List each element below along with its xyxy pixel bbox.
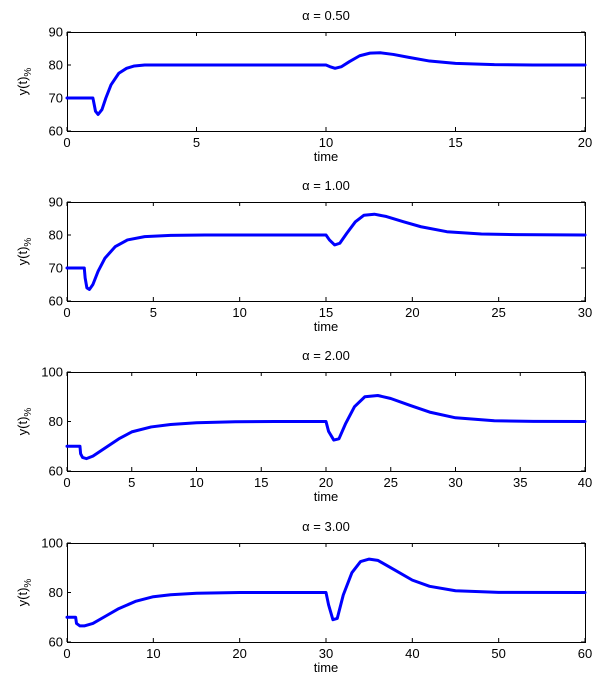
x-tick-label: 15 bbox=[254, 475, 268, 490]
x-tick-label: 15 bbox=[319, 305, 333, 320]
plot-area-frame bbox=[67, 32, 586, 132]
y-tick-label: 90 bbox=[49, 25, 63, 40]
chart-panel-1: α = 0.50 0 5 10 15 20 60 70 80 90 time y(t)% bbox=[15, 8, 592, 164]
x-tick-label: 10 bbox=[232, 305, 246, 320]
y-tick-label: 80 bbox=[49, 585, 63, 600]
chart-title: α = 0.50 bbox=[302, 8, 350, 23]
x-tick-label: 40 bbox=[405, 646, 419, 661]
y-tick-label: 80 bbox=[49, 414, 63, 429]
y-tick-label: 70 bbox=[49, 261, 63, 276]
series-line bbox=[65, 557, 587, 628]
chart-title: α = 2.00 bbox=[302, 348, 350, 363]
x-tick-label: 5 bbox=[193, 135, 200, 150]
y-tick-label: 60 bbox=[49, 124, 63, 139]
x-tick-label: 20 bbox=[578, 135, 592, 150]
y-axis-label: y(t)% bbox=[15, 579, 34, 607]
x-tick-label: 30 bbox=[448, 475, 462, 490]
x-axis-label: time bbox=[314, 660, 339, 675]
x-tick-label: 30 bbox=[319, 646, 333, 661]
x-tick-label: 5 bbox=[128, 475, 135, 490]
series-line bbox=[65, 394, 587, 461]
x-axis-label: time bbox=[314, 149, 339, 164]
x-tick-label: 30 bbox=[578, 305, 592, 320]
x-tick-label: 0 bbox=[63, 135, 70, 150]
x-tick-label: 35 bbox=[513, 475, 527, 490]
x-tick-label: 0 bbox=[63, 646, 70, 661]
x-tick-label: 10 bbox=[146, 646, 160, 661]
y-tick-label: 60 bbox=[49, 464, 63, 479]
x-tick-label: 0 bbox=[63, 305, 70, 320]
chart-panel-2: α = 1.00 0 5 10 15 20 25 30 60 70 80 90 time y(t)% bbox=[15, 178, 592, 334]
y-axis-label: y(t)% bbox=[15, 238, 34, 266]
chart-panel-4: α = 3.00 0 10 20 30 40 50 60 60 80 100 time y(t)% bbox=[15, 519, 592, 675]
series-line bbox=[65, 212, 587, 291]
x-axis-label: time bbox=[314, 489, 339, 504]
y-axis-label: y(t)% bbox=[15, 68, 34, 96]
y-tick-label: 100 bbox=[41, 365, 63, 380]
y-tick-label: 100 bbox=[41, 536, 63, 551]
y-axis-label: y(t)% bbox=[15, 408, 34, 436]
x-tick-label: 50 bbox=[491, 646, 505, 661]
x-tick-label: 5 bbox=[150, 305, 157, 320]
x-tick-label: 10 bbox=[189, 475, 203, 490]
y-tick-label: 60 bbox=[49, 635, 63, 650]
plot-area-frame bbox=[67, 202, 586, 302]
chart-panel-3: α = 2.00 0 5 10 15 20 25 30 35 40 60 80 100 time y(t)% bbox=[15, 348, 592, 504]
x-tick-label: 40 bbox=[578, 475, 592, 490]
x-tick-label: 20 bbox=[232, 646, 246, 661]
x-tick-label: 60 bbox=[578, 646, 592, 661]
x-tick-label: 15 bbox=[448, 135, 462, 150]
x-tick-label: 0 bbox=[63, 475, 70, 490]
y-tick-label: 80 bbox=[49, 58, 63, 73]
x-tick-label: 10 bbox=[319, 135, 333, 150]
y-tick-label: 70 bbox=[49, 91, 63, 106]
x-axis-label: time bbox=[314, 319, 339, 334]
series-line bbox=[65, 51, 587, 116]
chart-title: α = 1.00 bbox=[302, 178, 350, 193]
y-tick-label: 90 bbox=[49, 195, 63, 210]
y-tick-label: 60 bbox=[49, 294, 63, 309]
x-tick-label: 20 bbox=[319, 475, 333, 490]
x-tick-label: 25 bbox=[384, 475, 398, 490]
chart-title: α = 3.00 bbox=[302, 519, 350, 534]
y-tick-label: 80 bbox=[49, 228, 63, 243]
x-tick-label: 25 bbox=[491, 305, 505, 320]
x-tick-label: 20 bbox=[405, 305, 419, 320]
